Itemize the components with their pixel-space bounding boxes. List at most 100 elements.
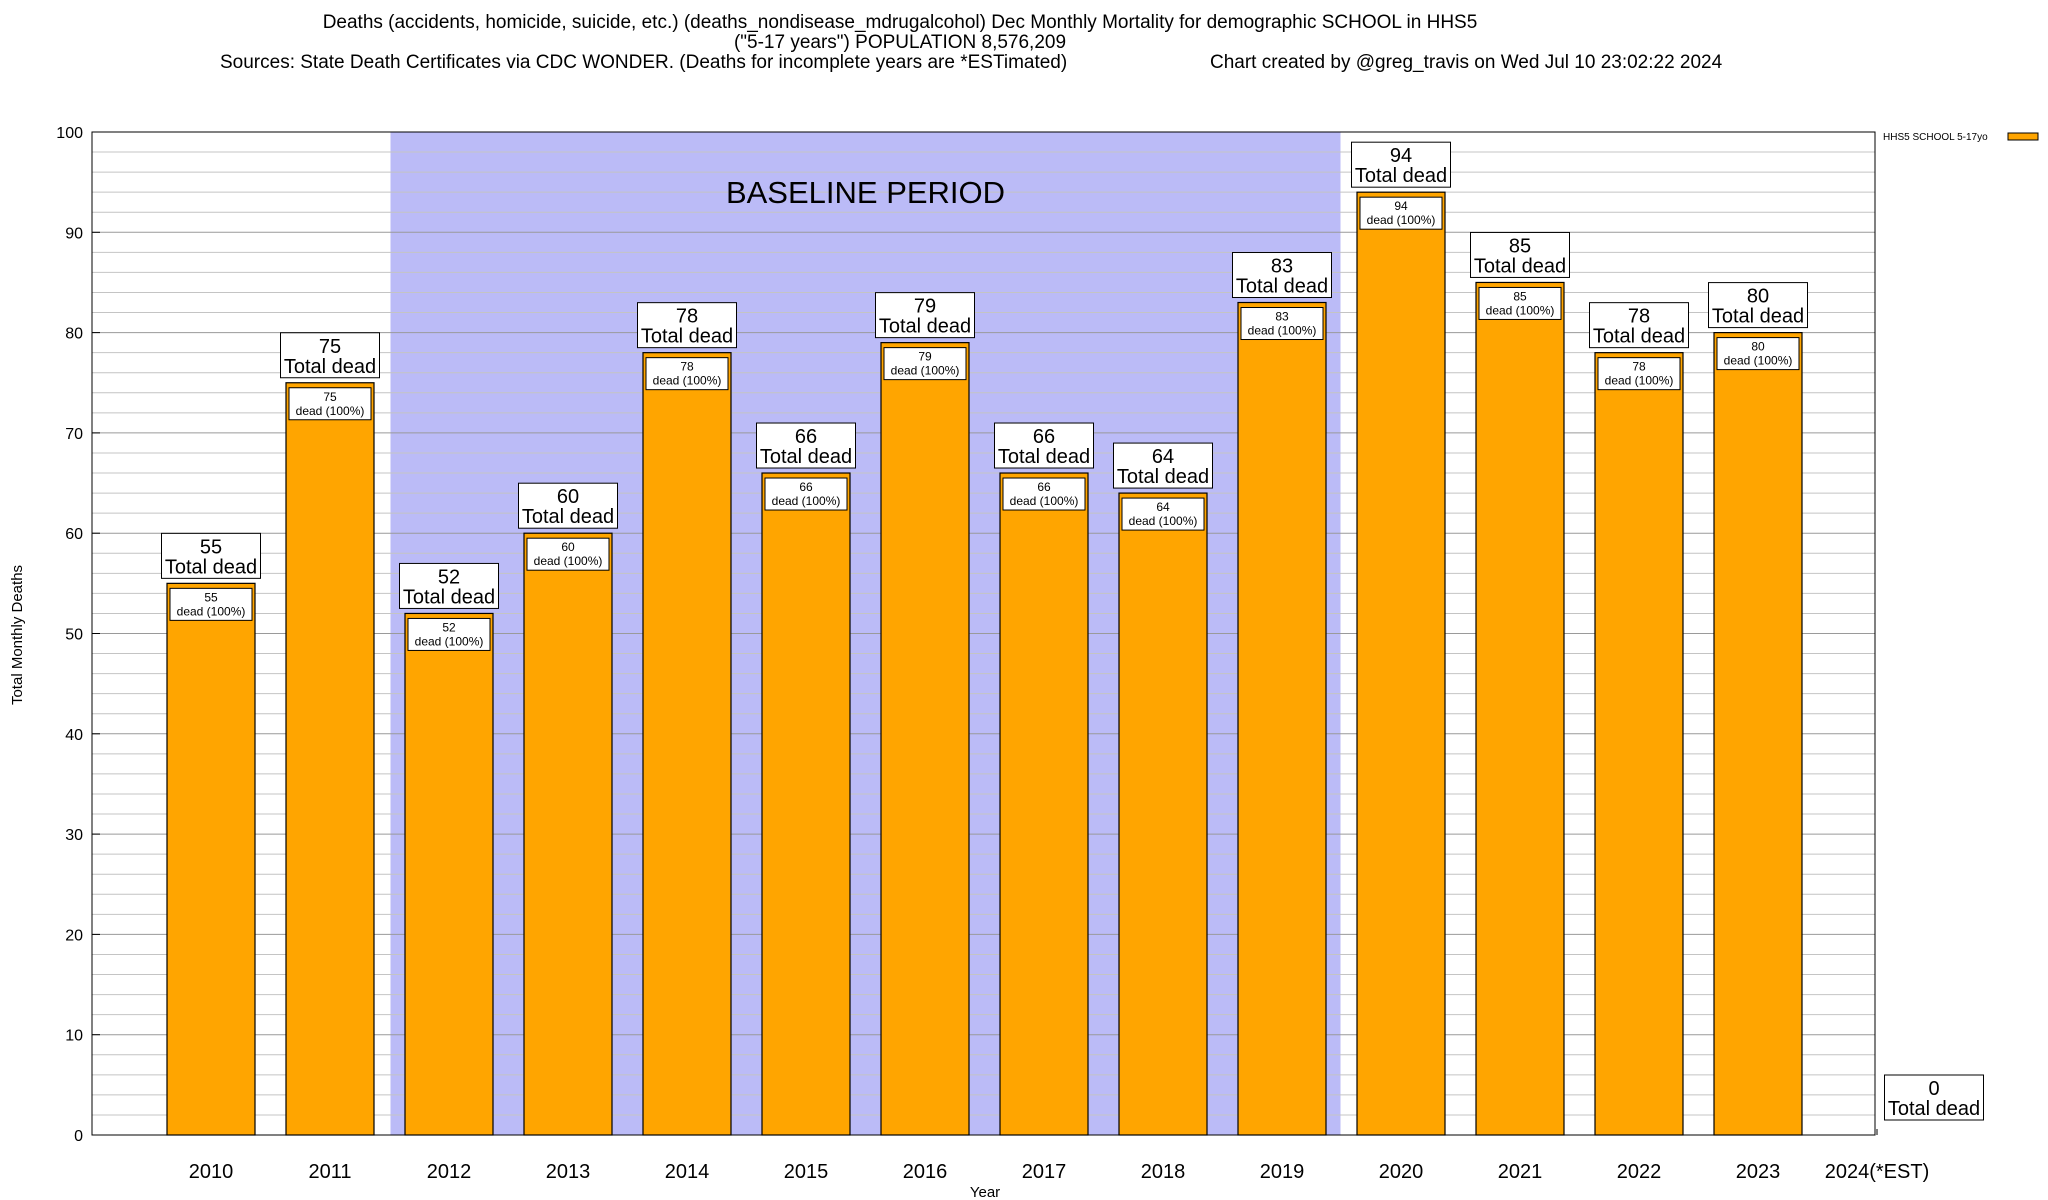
inner-label-box — [764, 477, 848, 511]
inner-label-value: 79 — [918, 350, 932, 364]
bar — [642, 352, 732, 1136]
x-tick-label: 2018 — [1141, 1161, 1186, 1183]
x-tick-label: 2014 — [665, 1161, 710, 1183]
inner-label-value: 85 — [1513, 289, 1527, 303]
x-tick-label: 2017 — [1022, 1161, 1067, 1183]
total-label-value: 55 — [200, 536, 222, 558]
total-label-text: Total dead — [1355, 165, 1447, 187]
chart-credit: Chart created by @greg_travis on Wed Jul… — [1210, 52, 1723, 73]
inner-label-box — [169, 587, 253, 621]
y-tick-label: 0 — [74, 1128, 83, 1145]
total-label-value: 60 — [557, 486, 579, 508]
inner-label-box — [1002, 477, 1086, 511]
total-label-box — [756, 422, 856, 469]
x-tick-label: 2020 — [1379, 1161, 1424, 1183]
y-axis-label: Total Monthly Deaths — [9, 565, 26, 705]
total-label-box — [1113, 442, 1213, 489]
inner-label-text: dead (100%) — [1010, 494, 1079, 508]
x-axis-label: Year — [970, 1184, 1000, 1200]
inner-label-value: 80 — [1751, 340, 1765, 354]
bar — [285, 382, 375, 1136]
chart-title: Deaths (accidents, homicide, suicide, et… — [322, 12, 1478, 33]
inner-label-box — [1716, 337, 1800, 371]
x-tick-label: 2012 — [427, 1161, 472, 1183]
legend-entry-label: HHS5 SCHOOL 5-17yo — [1883, 132, 1988, 143]
total-label-value: 79 — [914, 296, 936, 318]
y-tick-label: 40 — [65, 727, 83, 744]
bar — [1237, 301, 1327, 1136]
inner-label-value: 83 — [1275, 310, 1289, 324]
bar — [1118, 492, 1208, 1136]
x-tick-label: 2013 — [546, 1161, 591, 1183]
bar — [523, 532, 613, 1136]
bar — [166, 582, 256, 1136]
total-label-value: 80 — [1747, 286, 1769, 308]
total-label-value: 66 — [1033, 426, 1055, 448]
inner-label-value: 60 — [561, 540, 575, 554]
x-tick-label: 2011 — [308, 1161, 351, 1183]
total-label-text: Total dead — [403, 586, 495, 608]
total-label-value: 64 — [1152, 446, 1174, 468]
y-tick-label: 30 — [65, 827, 83, 844]
total-label-value: 94 — [1390, 145, 1412, 167]
x-tick-label: 2019 — [1260, 1161, 1305, 1183]
bar — [1356, 191, 1446, 1136]
bar — [404, 612, 494, 1136]
inner-label-box — [407, 617, 491, 651]
inner-label-value: 94 — [1394, 199, 1408, 213]
total-label-box — [1589, 302, 1689, 349]
inner-label-value: 66 — [1037, 480, 1051, 494]
inner-label-text: dead (100%) — [1367, 213, 1436, 227]
total-label-text: Total dead — [879, 316, 971, 338]
x-tick-label: 2024(*EST) — [1825, 1161, 1930, 1183]
x-tick-label: 2021 — [1498, 1161, 1543, 1183]
total-label-text: Total dead — [1117, 466, 1209, 488]
total-label-box — [518, 482, 618, 529]
bar — [761, 472, 851, 1136]
total-label-box — [280, 332, 380, 379]
chart-subtitle: ("5-17 years") POPULATION 8,576,209 — [733, 32, 1067, 53]
inner-label-box — [1359, 196, 1443, 230]
total-label-text: Total dead — [1593, 326, 1685, 348]
inner-label-value: 52 — [442, 620, 456, 634]
inner-label-value: 66 — [799, 480, 813, 494]
chart-sources: Sources: State Death Certificates via CD… — [220, 52, 1068, 73]
total-label-text: Total dead — [641, 326, 733, 348]
inner-label-value: 78 — [1632, 360, 1646, 374]
bar — [1713, 332, 1803, 1136]
total-label-box — [1470, 231, 1570, 278]
total-label-box — [399, 562, 499, 609]
y-tick-label: 80 — [65, 326, 83, 343]
y-tick-label: 10 — [65, 1028, 83, 1045]
total-label-text: Total dead — [1474, 255, 1566, 277]
bar — [1594, 352, 1684, 1136]
bar — [880, 342, 970, 1136]
total-label-text: Total dead — [165, 556, 257, 578]
inner-label-box — [1121, 497, 1205, 531]
y-tick-label: 70 — [65, 426, 83, 443]
inner-label-text: dead (100%) — [1724, 354, 1793, 368]
inner-label-box — [1240, 307, 1324, 341]
total-label-text: Total dead — [1888, 1098, 1980, 1120]
inner-label-text: dead (100%) — [1129, 514, 1198, 528]
total-label-value: 78 — [676, 306, 698, 328]
y-tick-label: 90 — [65, 225, 83, 242]
total-label-text: Total dead — [1712, 306, 1804, 328]
